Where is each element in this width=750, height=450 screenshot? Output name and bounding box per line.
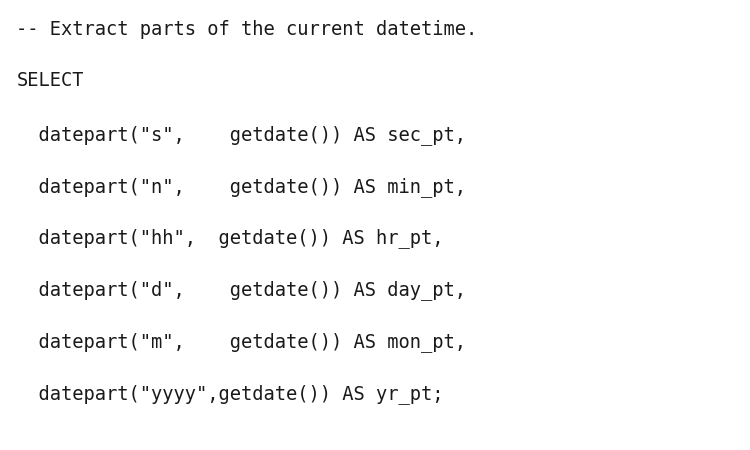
- Text: -- Extract parts of the current datetime.: -- Extract parts of the current datetime…: [16, 20, 478, 39]
- Text: datepart("m",    getdate()) AS mon_pt,: datepart("m", getdate()) AS mon_pt,: [16, 332, 466, 352]
- Text: SELECT: SELECT: [16, 72, 84, 90]
- Text: datepart("hh",  getdate()) AS hr_pt,: datepart("hh", getdate()) AS hr_pt,: [16, 229, 444, 248]
- Text: datepart("d",    getdate()) AS day_pt,: datepart("d", getdate()) AS day_pt,: [16, 280, 466, 300]
- Text: datepart("s",    getdate()) AS sec_pt,: datepart("s", getdate()) AS sec_pt,: [16, 125, 466, 145]
- Text: datepart("yyyy",getdate()) AS yr_pt;: datepart("yyyy",getdate()) AS yr_pt;: [16, 384, 444, 404]
- Text: datepart("n",    getdate()) AS min_pt,: datepart("n", getdate()) AS min_pt,: [16, 177, 466, 197]
